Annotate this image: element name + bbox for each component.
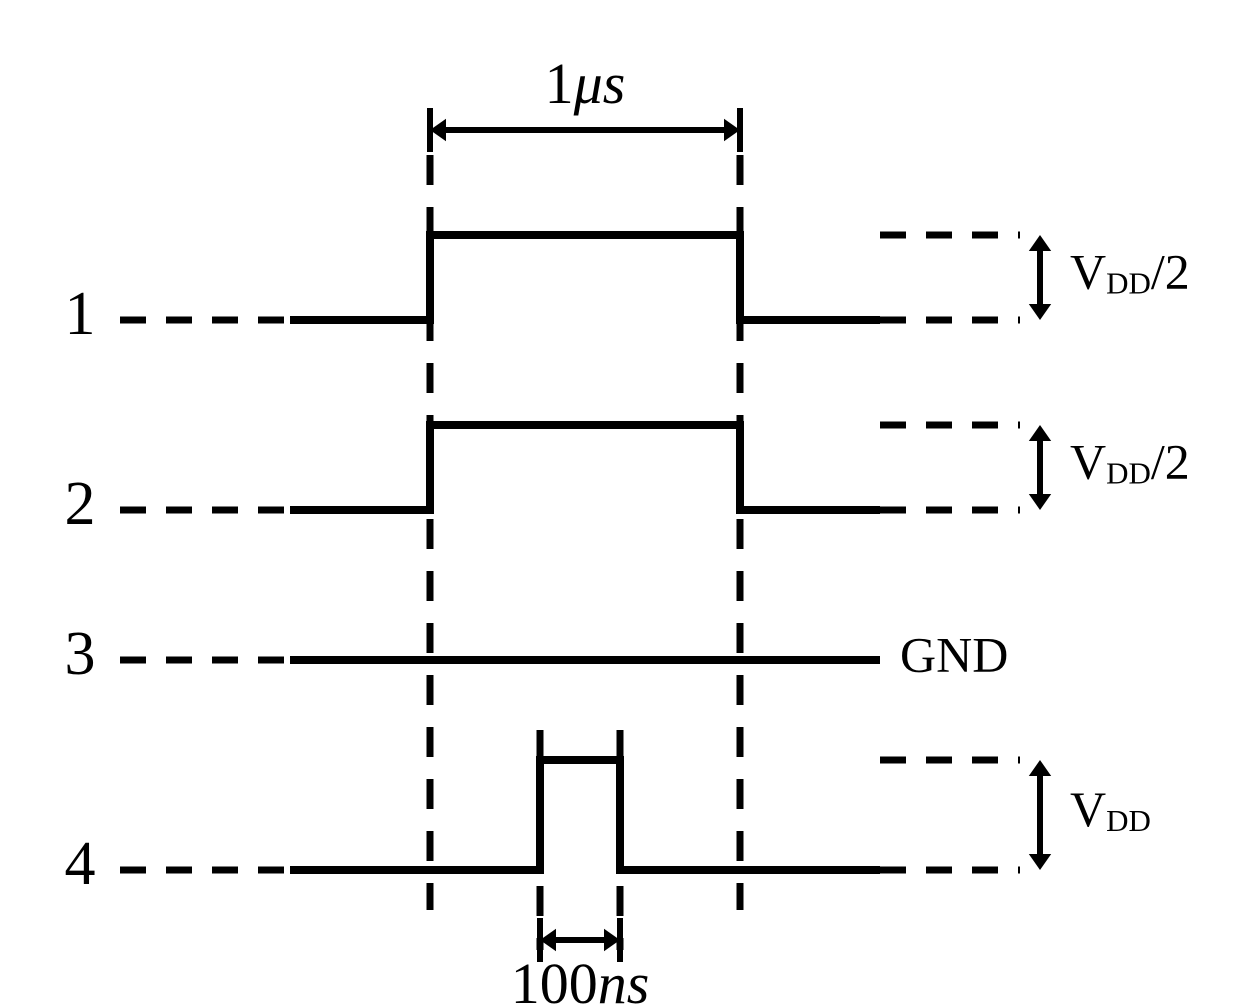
right-annotations: VDD/2 VDD/2 GND VDD [880, 235, 1190, 870]
svg-text:VDD/2: VDD/2 [1070, 434, 1190, 491]
vertical-guides [430, 155, 740, 950]
svg-text:3: 3 [65, 620, 96, 688]
signals [290, 235, 880, 870]
row-labels: 1 2 3 4 [65, 280, 96, 898]
svg-text:GND: GND [900, 626, 1008, 682]
timing-diagram: 1μs 1 2 3 4 VDD/2 VDD/2 GND VDD 100ns [0, 0, 1240, 1005]
svg-text:2: 2 [65, 470, 96, 538]
svg-text:VDD: VDD [1070, 781, 1151, 838]
bottom-dimension: 100ns [511, 918, 650, 1005]
svg-text:1: 1 [65, 280, 96, 348]
top-dimension: 1μs [430, 51, 740, 152]
svg-text:100ns: 100ns [511, 951, 650, 1005]
svg-text:1μs: 1μs [545, 51, 626, 116]
svg-text:4: 4 [65, 830, 96, 898]
leadin-dashes [120, 320, 290, 870]
svg-text:VDD/2: VDD/2 [1070, 244, 1190, 301]
